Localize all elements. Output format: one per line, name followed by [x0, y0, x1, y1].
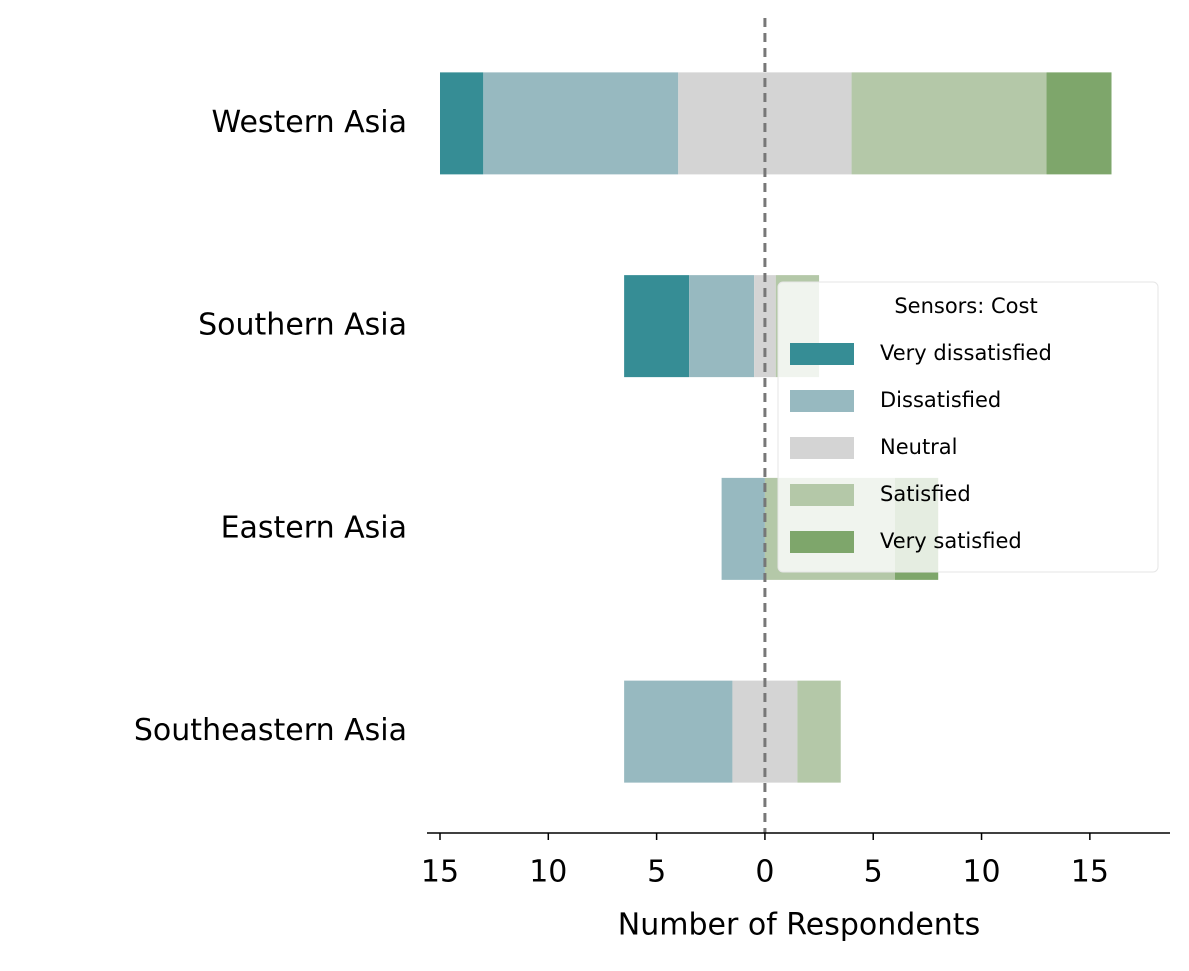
x-axis-label: Number of Respondents	[618, 908, 980, 943]
legend-swatch	[790, 437, 854, 459]
legend-box	[777, 281, 1159, 573]
legend-swatch	[790, 390, 854, 412]
y-tick-label: Southern Asia	[198, 308, 407, 343]
x-tick-label: 5	[864, 855, 883, 890]
bar-segment	[721, 477, 765, 580]
legend-label: Satisfied	[880, 482, 971, 506]
legend-swatch	[790, 531, 854, 553]
bar-segment	[624, 680, 733, 783]
bar-segment	[624, 275, 690, 378]
legend-swatch	[790, 343, 854, 365]
x-tick-label: 5	[647, 855, 666, 890]
bar-segment	[439, 72, 484, 175]
bar-segment	[797, 680, 841, 783]
x-tick-label: 10	[962, 855, 1000, 890]
legend-label: Very dissatisfied	[880, 341, 1052, 365]
x-tick-label: 0	[755, 855, 774, 890]
bar-segment	[1046, 72, 1112, 175]
legend-label: Neutral	[880, 435, 958, 459]
x-tick-label: 10	[529, 855, 567, 890]
legend-title: Sensors: Cost	[894, 294, 1037, 318]
legend-label: Dissatisfied	[880, 388, 1001, 412]
legend-swatch	[790, 484, 854, 506]
bar-segment	[851, 72, 1047, 175]
y-tick-label: Western Asia	[212, 105, 407, 140]
legend-label: Very satisfied	[880, 529, 1022, 553]
bar-segment	[689, 275, 755, 378]
y-tick-label: Eastern Asia	[221, 510, 407, 545]
x-tick-label: 15	[1071, 855, 1109, 890]
y-tick-label: Southeastern Asia	[134, 713, 407, 748]
bar-segment	[483, 72, 679, 175]
x-tick-label: 15	[421, 855, 459, 890]
